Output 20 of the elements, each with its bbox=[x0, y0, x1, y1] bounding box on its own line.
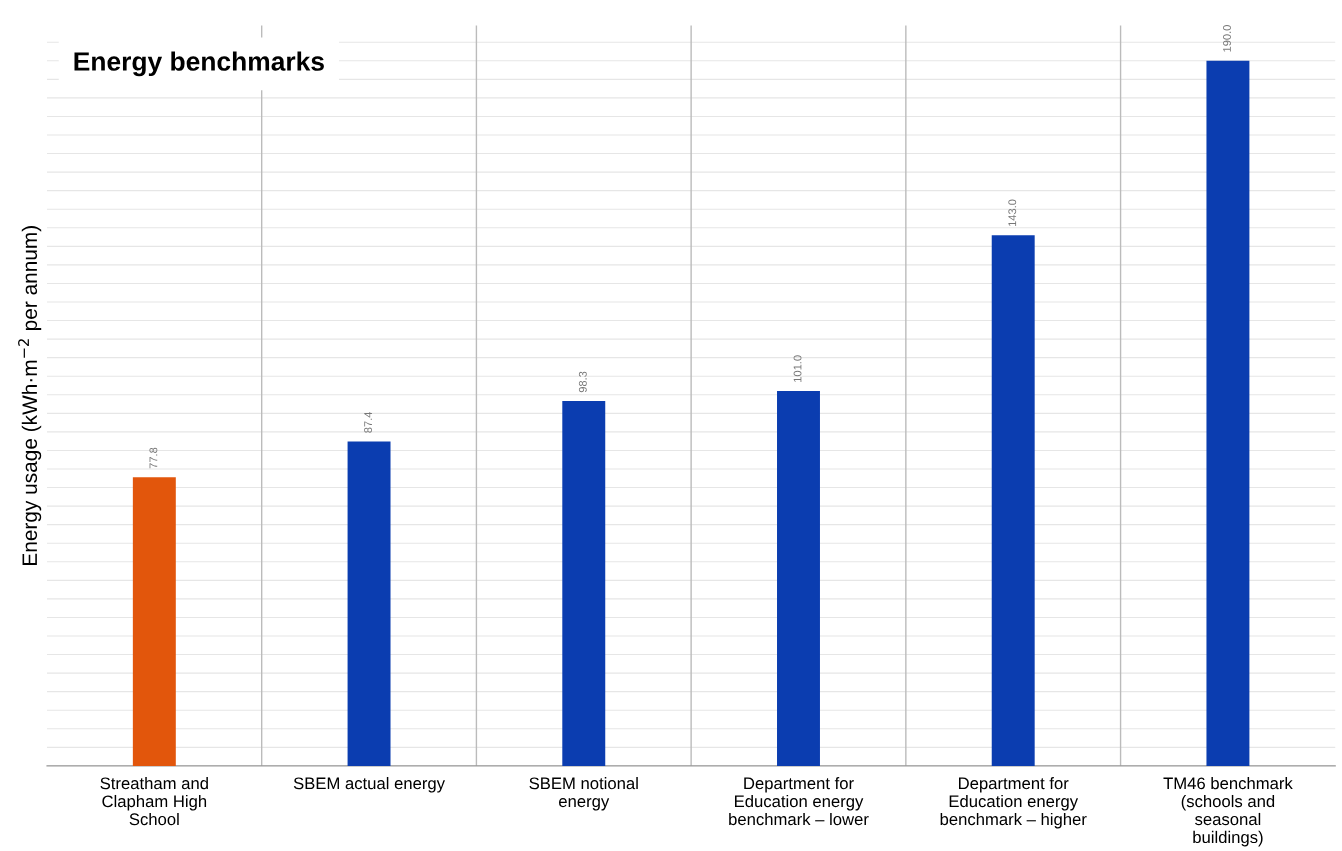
x-tick-label: Department for Education energy benchmark – lower bbox=[729, 777, 869, 826]
chart-title: Energy benchmarks bbox=[74, 51, 324, 77]
y-axis-title: Energy usage (kWh·m$^{−2}$ per annum) bbox=[18, 226, 42, 565]
data-label: 143.0 bbox=[1008, 199, 1017, 227]
x-tick-label: SBEM actual energy bbox=[293, 777, 445, 793]
x-tick-label: SBEM notional energy bbox=[529, 777, 638, 811]
data-label: 77.8 bbox=[149, 447, 158, 469]
x-tick-label: Streatham and Clapham High School bbox=[100, 777, 208, 826]
bar bbox=[347, 441, 391, 766]
data-label: 98.3 bbox=[578, 371, 587, 393]
bar bbox=[991, 235, 1035, 766]
bar bbox=[132, 477, 176, 766]
x-tick-label: TM46 benchmark (schools and seasonal buildings) bbox=[1163, 777, 1293, 847]
data-label: 87.4 bbox=[364, 411, 373, 433]
bar bbox=[777, 391, 820, 766]
bar bbox=[562, 401, 606, 766]
data-label: 101.0 bbox=[793, 355, 802, 382]
x-tick-label: Department for Education energy benchmark – higher bbox=[940, 777, 1087, 829]
bar bbox=[1206, 60, 1250, 766]
data-label: 190.0 bbox=[1223, 25, 1231, 52]
